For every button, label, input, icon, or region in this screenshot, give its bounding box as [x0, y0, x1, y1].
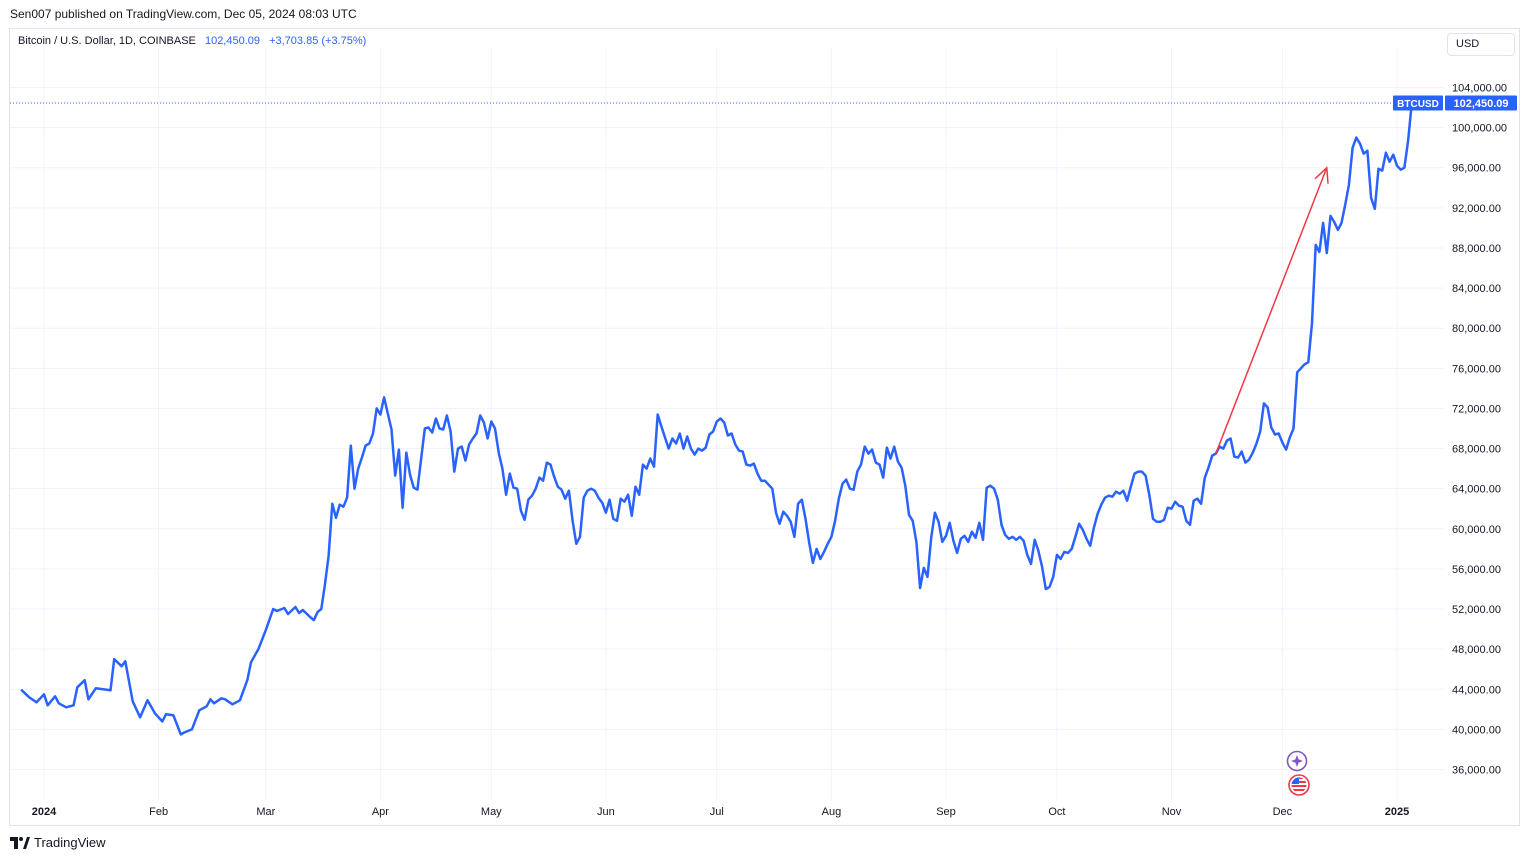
publish-line: Sen007 published on TradingView.com, Dec… [10, 7, 357, 21]
last-price-value-bg [1445, 95, 1517, 111]
y-tick-label: 64,000.00 [1452, 484, 1501, 496]
trend-arrow [1215, 166, 1329, 454]
currency-button[interactable]: USD [1447, 33, 1515, 56]
price-series-line [20, 101, 1414, 736]
last-price-symbol-bg [1393, 95, 1443, 111]
x-tick-label: Apr [372, 806, 389, 818]
grid-layer [10, 48, 1444, 800]
y-axis: 36,000.00 40,000.00 44,000.00 48,000.00 52,0… [1452, 83, 1507, 777]
sparkle-icon[interactable] [1286, 750, 1308, 772]
y-tick-label: 40,000.00 [1452, 724, 1501, 736]
x-tick-label: May [481, 806, 502, 818]
y-tick-label: 92,000.00 [1452, 203, 1501, 215]
tradingview-logo-icon [10, 836, 30, 849]
trend-arrow-shaft [1215, 167, 1328, 454]
legend-change: +3,703.85 (+3.75%) [269, 35, 367, 47]
legend-price: 102,450.09 [204, 35, 261, 47]
x-tick-label: Jul [710, 806, 724, 818]
y-tick-label: 44,000.00 [1452, 684, 1501, 696]
x-tick-label: Oct [1048, 806, 1065, 818]
x-tick-label: Jun [597, 806, 615, 818]
legend-symbol: Bitcoin / U.S. Dollar, 1D, COINBASE [18, 35, 196, 47]
y-tick-label: 84,000.00 [1452, 283, 1501, 295]
y-tick-label: 72,000.00 [1452, 403, 1501, 415]
y-tick-label: 60,000.00 [1452, 524, 1501, 536]
y-tick-label: 80,000.00 [1452, 323, 1501, 335]
last-price-tag: BTCUSD 102,450.09 [1393, 95, 1517, 111]
us-flag-icon[interactable] [1288, 774, 1310, 796]
y-tick-label: 36,000.00 [1452, 765, 1501, 777]
x-tick-label: Dec [1273, 806, 1293, 818]
x-tick-label: Mar [256, 806, 275, 818]
tradingview-brand[interactable]: TradingView [10, 835, 106, 850]
y-tick-label: 76,000.00 [1452, 363, 1501, 375]
y-tick-label: 100,000.00 [1452, 123, 1507, 135]
last-price-symbol: BTCUSD [1397, 99, 1439, 110]
x-axis: 2024 Feb Mar Apr May Jun Jul Aug Sep Oct Nov Dec 202… [32, 806, 1409, 818]
x-tick-label: Sep [936, 806, 956, 818]
x-tick-label: Aug [822, 806, 842, 818]
y-tick-label: 52,000.00 [1452, 604, 1501, 616]
y-tick-label: 104,000.00 [1452, 83, 1507, 95]
brand-name: TradingView [34, 835, 106, 850]
y-tick-label: 96,000.00 [1452, 163, 1501, 175]
last-price-value: 102,450.09 [1453, 98, 1508, 110]
y-tick-label: 68,000.00 [1452, 444, 1501, 456]
y-tick-label: 56,000.00 [1452, 564, 1501, 576]
x-tick-label: Nov [1162, 806, 1182, 818]
chart-legend: Bitcoin / U.S. Dollar, 1D, COINBASE 102,… [18, 35, 366, 47]
y-tick-label: 88,000.00 [1452, 243, 1501, 255]
trend-arrow-head [1314, 166, 1329, 184]
chart-frame [9, 28, 1520, 826]
x-tick-label: 2025 [1385, 806, 1409, 818]
y-tick-label: 48,000.00 [1452, 644, 1501, 656]
x-tick-label: 2024 [32, 806, 57, 818]
x-tick-label: Feb [149, 806, 168, 818]
